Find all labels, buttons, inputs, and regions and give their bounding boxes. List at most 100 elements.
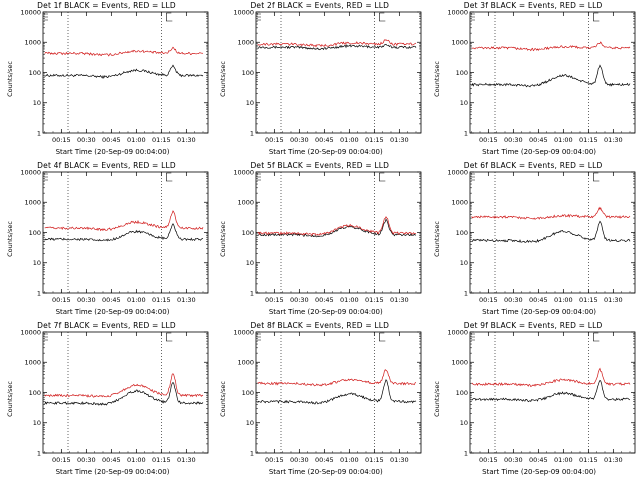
x-tick-label: 01:00 [340,136,359,144]
series-line [44,46,204,57]
y-tick-label: 10000 [234,8,255,16]
x-tick-label: 01:30 [604,456,623,464]
panel-plot: 1 10 100 1000 10000 00:15 00:30 00:45 01:00 01:15… [20,168,209,304]
series-line [257,369,417,387]
y-tick-label: 1000 [24,359,41,367]
y-tick-label: 10000 [20,168,41,176]
y-axis-label: Counts/sec [6,381,14,417]
panel-title: Det 4f BLACK = Events, RED = LLD [37,161,176,170]
series-line [257,39,417,48]
series-line [44,210,204,232]
flag-bracket [166,12,173,22]
y-tick-label: 10 [459,259,467,267]
panel-plot: 1 10 100 1000 10000 00:15 00:30 00:45 01:00 01:15… [447,168,635,304]
x-tick-label: 01:30 [390,456,409,464]
flag-bracket [592,12,599,22]
y-axis-label: Counts/sec [432,221,441,257]
corner-mark [470,333,475,341]
x-tick-label: 00:45 [102,136,121,144]
x-tick-label: 00:45 [102,296,121,304]
series-line [471,220,630,243]
y-axis-label: Counts/sec [219,381,228,417]
x-tick-label: 01:30 [177,136,196,144]
series-line [471,41,630,52]
panel-title: Det 9f BLACK = Events, RED = LLD [463,321,603,330]
x-tick-label: 00:30 [504,296,523,304]
x-tick-label: 01:00 [554,296,573,304]
y-axis-label: Counts/sec [219,61,228,97]
x-axis-label: Start Time (20-Sep-09 00:04:00) [55,308,170,316]
y-tick-label: 10000 [20,328,41,336]
x-tick-label: 00:15 [479,456,498,464]
panel-plot: 1 10 100 1000 10000 00:15 00:30 00:45 01:00 01:15… [447,328,635,464]
y-tick-label: 10000 [447,328,468,336]
x-axis-label: Start Time (20-Sep-09 00:04:00) [482,308,597,316]
y-tick-label: 1000 [451,39,468,47]
x-tick-label: 01:00 [127,296,146,304]
series-line [471,367,630,388]
y-tick-label: 100 [29,389,41,397]
x-tick-label: 00:15 [479,296,498,304]
y-tick-label: 1 [37,289,41,297]
x-tick-label: 01:15 [152,136,171,144]
y-tick-label: 1 [37,129,41,137]
x-tick-label: 01:30 [390,136,409,144]
x-tick-label: 01:30 [604,296,623,304]
detector-panel: Det 4f BLACK = Events, RED = LLD 1 10 100 10… [0,160,213,320]
flag-bracket [592,332,599,342]
x-tick-label: 00:30 [77,296,96,304]
detector-panel: Det 2f BLACK = Events, RED = LLD 1 10 100 10… [213,0,426,160]
x-axis-label: Start Time (20-Sep-09 00:04:00) [482,468,597,476]
x-tick-label: 00:30 [77,456,96,464]
panel-title: Det 8f BLACK = Events, RED = LLD [250,321,390,330]
series-line [44,381,204,406]
y-tick-label: 100 [242,389,254,397]
x-tick-label: 01:00 [340,456,359,464]
panel-plot: 1 10 100 1000 10000 00:15 00:30 00:45 01:00 01:15… [234,328,422,464]
y-tick-label: 100 [455,229,467,237]
series-line [470,206,630,220]
y-axis-label: Counts/sec [219,221,228,257]
y-tick-label: 10000 [447,8,468,16]
panel-plot: 1 10 100 1000 10000 00:15 00:30 00:45 01:00 01:15… [234,8,422,144]
x-tick-label: 00:45 [315,296,334,304]
x-tick-label: 00:45 [529,456,548,464]
y-tick-label: 10 [246,419,254,427]
y-tick-label: 1000 [451,359,468,367]
series-line [44,64,204,79]
series-line [257,43,417,51]
panel-title: Det 5f BLACK = Events, RED = LLD [250,161,390,170]
x-axis-label: Start Time (20-Sep-09 00:04:00) [55,148,170,156]
y-tick-label: 1 [463,289,467,297]
panel-plot: 1 10 100 1000 10000 00:15 00:30 00:45 01:00 01:15… [20,8,209,144]
flag-bracket [166,332,173,342]
y-tick-label: 10 [459,99,467,107]
x-tick-label: 01:00 [554,136,573,144]
x-tick-label: 01:15 [579,136,598,144]
flag-bracket [592,172,599,182]
x-tick-label: 00:15 [52,136,71,144]
x-tick-label: 00:30 [504,136,523,144]
x-tick-label: 01:15 [152,296,171,304]
x-tick-label: 00:30 [290,296,309,304]
flag-bracket [379,12,386,22]
y-tick-label: 1 [250,289,254,297]
y-tick-label: 10 [246,259,254,267]
x-tick-label: 01:30 [604,136,623,144]
y-tick-label: 100 [455,69,467,77]
detector-panel: Det 7f BLACK = Events, RED = LLD 1 10 100 10… [0,320,213,480]
series-line [44,373,204,398]
panel-title: Det 6f BLACK = Events, RED = LLD [463,161,603,170]
flag-bracket [166,172,173,182]
y-tick-label: 100 [29,229,41,237]
flag-bracket [379,332,386,342]
y-tick-label: 10 [33,99,41,107]
x-tick-label: 01:00 [554,456,573,464]
panel-title: Det 2f BLACK = Events, RED = LLD [250,1,390,10]
x-tick-label: 00:30 [504,456,523,464]
x-tick-label: 00:45 [529,296,548,304]
x-tick-label: 00:45 [315,136,334,144]
x-tick-label: 01:30 [390,296,409,304]
y-axis-label: Counts/sec [432,381,441,417]
